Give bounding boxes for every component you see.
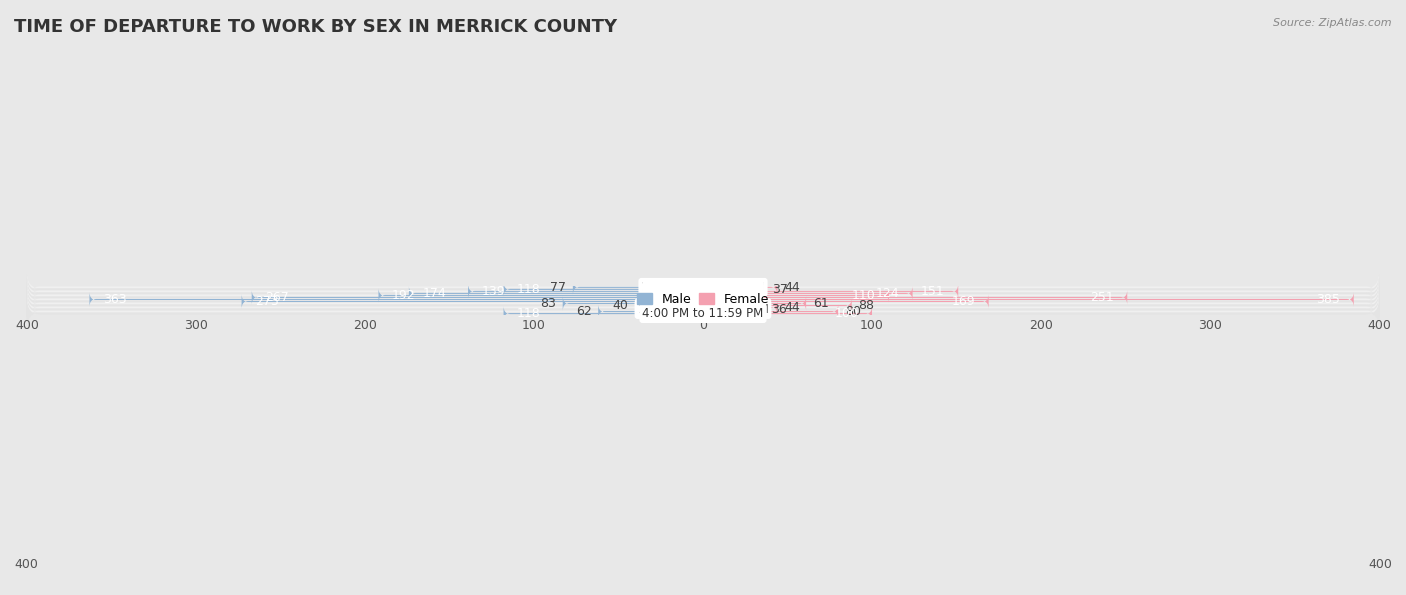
Text: 7:30 AM to 7:59 AM: 7:30 AM to 7:59 AM <box>645 293 761 306</box>
Text: 44: 44 <box>785 301 800 314</box>
FancyBboxPatch shape <box>27 282 1379 312</box>
FancyBboxPatch shape <box>468 284 703 299</box>
Text: 385: 385 <box>1316 293 1340 306</box>
Text: 62: 62 <box>575 305 592 318</box>
FancyBboxPatch shape <box>703 306 872 321</box>
Text: 267: 267 <box>266 291 290 304</box>
FancyBboxPatch shape <box>27 280 1379 311</box>
Text: 192: 192 <box>392 289 416 302</box>
FancyBboxPatch shape <box>703 300 778 315</box>
FancyBboxPatch shape <box>27 299 1379 328</box>
FancyBboxPatch shape <box>503 282 703 297</box>
Text: 83: 83 <box>540 297 555 310</box>
Text: 273: 273 <box>254 295 278 308</box>
FancyBboxPatch shape <box>252 290 703 305</box>
FancyBboxPatch shape <box>27 289 1379 319</box>
Text: 4:00 PM to 11:59 PM: 4:00 PM to 11:59 PM <box>643 307 763 320</box>
Text: 174: 174 <box>422 287 446 300</box>
FancyBboxPatch shape <box>572 280 703 295</box>
Text: 36: 36 <box>770 303 786 316</box>
Text: 5:30 AM to 5:59 AM: 5:30 AM to 5:59 AM <box>645 285 761 298</box>
FancyBboxPatch shape <box>661 300 703 315</box>
Text: 363: 363 <box>103 293 127 306</box>
FancyBboxPatch shape <box>703 288 889 303</box>
Text: 88: 88 <box>859 299 875 312</box>
Text: 61: 61 <box>813 297 828 310</box>
FancyBboxPatch shape <box>409 286 703 301</box>
Text: 151: 151 <box>921 285 945 298</box>
Text: 400: 400 <box>14 558 38 571</box>
FancyBboxPatch shape <box>703 284 959 299</box>
Text: 11:00 AM to 11:59 AM: 11:00 AM to 11:59 AM <box>638 303 768 316</box>
Text: 12:00 PM to 3:59 PM: 12:00 PM to 3:59 PM <box>643 305 763 318</box>
FancyBboxPatch shape <box>27 274 1379 305</box>
FancyBboxPatch shape <box>562 296 703 311</box>
Text: 7:00 AM to 7:29 AM: 7:00 AM to 7:29 AM <box>645 291 761 304</box>
FancyBboxPatch shape <box>703 280 778 295</box>
Text: 400: 400 <box>1368 558 1392 571</box>
Text: 80: 80 <box>845 305 860 318</box>
FancyBboxPatch shape <box>703 296 806 311</box>
FancyBboxPatch shape <box>27 290 1379 321</box>
FancyBboxPatch shape <box>598 304 703 319</box>
FancyBboxPatch shape <box>378 288 703 303</box>
FancyBboxPatch shape <box>703 282 765 297</box>
FancyBboxPatch shape <box>703 302 763 317</box>
FancyBboxPatch shape <box>27 273 1379 302</box>
FancyBboxPatch shape <box>27 286 1379 317</box>
Text: 110: 110 <box>852 289 876 302</box>
Text: 6:00 AM to 6:29 AM: 6:00 AM to 6:29 AM <box>645 287 761 300</box>
Text: Source: ZipAtlas.com: Source: ZipAtlas.com <box>1274 18 1392 28</box>
FancyBboxPatch shape <box>27 296 1379 327</box>
FancyBboxPatch shape <box>27 284 1379 315</box>
FancyBboxPatch shape <box>689 302 703 317</box>
FancyBboxPatch shape <box>27 278 1379 309</box>
Text: 124: 124 <box>876 287 898 300</box>
Text: 40: 40 <box>613 299 628 312</box>
FancyBboxPatch shape <box>636 298 703 313</box>
FancyBboxPatch shape <box>27 295 1379 325</box>
FancyBboxPatch shape <box>27 276 1379 306</box>
Text: 8:00 AM to 8:29 AM: 8:00 AM to 8:29 AM <box>645 295 761 308</box>
FancyBboxPatch shape <box>703 286 912 301</box>
Text: 5:00 AM to 5:29 AM: 5:00 AM to 5:29 AM <box>645 283 761 296</box>
Text: 77: 77 <box>550 281 567 294</box>
Text: 25: 25 <box>638 301 654 314</box>
Text: 37: 37 <box>772 283 789 296</box>
Text: 10:00 AM to 10:59 AM: 10:00 AM to 10:59 AM <box>638 301 768 314</box>
Text: 118: 118 <box>517 283 541 296</box>
FancyBboxPatch shape <box>703 294 988 309</box>
Text: 100: 100 <box>835 307 859 320</box>
FancyBboxPatch shape <box>90 292 703 307</box>
Text: 6:30 AM to 6:59 AM: 6:30 AM to 6:59 AM <box>645 289 761 302</box>
Text: 118: 118 <box>517 307 541 320</box>
FancyBboxPatch shape <box>703 298 852 313</box>
FancyBboxPatch shape <box>27 292 1379 322</box>
FancyBboxPatch shape <box>703 290 1128 305</box>
FancyBboxPatch shape <box>703 292 1354 307</box>
Text: 139: 139 <box>482 285 505 298</box>
FancyBboxPatch shape <box>242 294 703 309</box>
Text: TIME OF DEPARTURE TO WORK BY SEX IN MERRICK COUNTY: TIME OF DEPARTURE TO WORK BY SEX IN MERR… <box>14 18 617 36</box>
Text: 169: 169 <box>952 295 976 308</box>
Text: 8: 8 <box>675 303 683 316</box>
Text: 251: 251 <box>1090 291 1114 304</box>
Legend: Male, Female: Male, Female <box>631 288 775 311</box>
FancyBboxPatch shape <box>703 304 838 319</box>
Text: 9:00 AM to 9:59 AM: 9:00 AM to 9:59 AM <box>645 299 761 312</box>
Text: 8:30 AM to 8:59 AM: 8:30 AM to 8:59 AM <box>645 297 761 310</box>
Text: 44: 44 <box>785 281 800 294</box>
FancyBboxPatch shape <box>503 306 703 321</box>
Text: 12:00 AM to 4:59 AM: 12:00 AM to 4:59 AM <box>641 281 765 294</box>
